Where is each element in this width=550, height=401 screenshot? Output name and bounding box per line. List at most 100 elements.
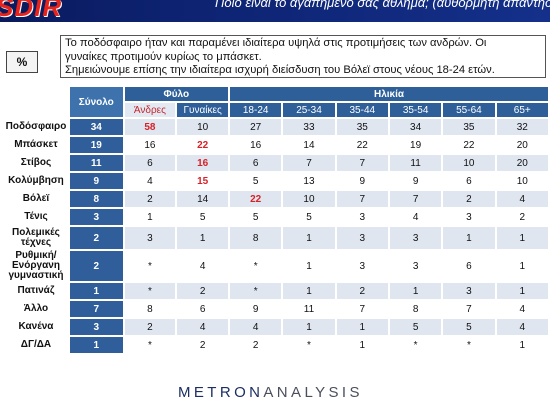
value-cell: * [124,251,176,281]
value-cell: 16 [124,137,176,153]
value-cell: 3 [443,283,495,299]
brand-main: METRON [178,384,264,401]
total-cell: 34 [69,119,123,135]
table-row: Άλλο 7 8 6 9 11 7 8 7 4 [4,301,548,317]
survey-question: Ποιο είναι το αγαπημένο σας άθλημα; (αυθ… [215,0,550,10]
header-age-group: 25-34 [283,103,335,117]
value-cell: 4 [230,319,282,335]
percent-badge: % [6,51,38,73]
value-cell: 3 [336,227,388,249]
value-cell: 1 [283,227,335,249]
value-cell: 16 [230,137,282,153]
total-cell: 3 [69,209,123,225]
value-cell: 7 [336,301,388,317]
value-cell: 1 [389,283,442,299]
value-cell: 2 [177,283,229,299]
logo: SDIR [0,0,63,22]
header-women: Γυναίκες [177,103,229,117]
value-cell: 2 [230,337,282,353]
row-label: Κανένα [4,319,68,335]
value-cell: 1 [496,283,548,299]
row-label: Μπάσκετ [4,137,68,153]
table-row: Στίβος 11 6 16 6 7 7 11 10 20 [4,155,548,171]
row-label: ΔΓ/ΔΑ [4,337,68,353]
row-label: Πατινάζ [4,283,68,299]
value-cell: 1 [443,227,495,249]
value-cell: 7 [389,191,442,207]
value-cell: 22 [336,137,388,153]
value-cell: 6 [443,173,495,189]
header-gender: Φύλο [124,87,229,101]
table-row: Τένις 3 1 5 5 5 3 4 3 2 [4,209,548,225]
value-cell: 1 [336,337,388,353]
value-cell: 7 [336,155,388,171]
value-cell: 4 [177,319,229,335]
value-cell: 20 [496,155,548,171]
total-cell: 2 [69,227,123,249]
value-cell: 1 [283,251,335,281]
value-cell: 10 [177,119,229,135]
value-cell: 4 [496,301,548,317]
value-cell: 3 [124,227,176,249]
value-cell: 15 [177,173,229,189]
value-cell: 1 [496,227,548,249]
header-age-group: 65+ [496,103,548,117]
value-cell: 6 [124,155,176,171]
value-cell: 20 [496,137,548,153]
value-cell: 32 [496,119,548,135]
value-cell: 4 [389,209,442,225]
value-cell: 3 [336,251,388,281]
row-label: Πολεμικές τέχνες [4,227,68,249]
commentary-line: γυναίκες προτιμούν κυρίως το μπάσκετ. [65,50,262,63]
results-table: Σύνολο Φύλο Ηλικία Άνδρες Γυναίκες 18-24… [2,85,550,355]
value-cell: 34 [389,119,442,135]
value-cell: 3 [443,209,495,225]
value-cell: 8 [389,301,442,317]
value-cell: 6 [443,251,495,281]
total-cell: 1 [69,337,123,353]
header-age: Ηλικία [230,87,548,101]
commentary-box: Το ποδόσφαιρο ήταν και παραμένει ιδιαίτε… [60,35,546,78]
header-age-group: 55-64 [443,103,495,117]
value-cell: 35 [443,119,495,135]
brand-sub: ANALYSIS [263,384,363,401]
total-cell: 8 [69,191,123,207]
value-cell: 5 [283,209,335,225]
value-cell: 10 [283,191,335,207]
value-cell: 22 [230,191,282,207]
value-cell: 7 [283,155,335,171]
table-row: Πολεμικές τέχνες 2 3 1 8 1 3 3 1 1 [4,227,548,249]
header-age-group: 35-54 [389,103,442,117]
value-cell: 3 [389,251,442,281]
value-cell: * [230,251,282,281]
value-cell: 9 [336,173,388,189]
value-cell: 7 [443,301,495,317]
value-cell: 1 [336,319,388,335]
value-cell: 58 [124,119,176,135]
value-cell: 27 [230,119,282,135]
header-age-group: 35-44 [336,103,388,117]
total-cell: 7 [69,301,123,317]
value-cell: 9 [230,301,282,317]
row-label: Άλλο [4,301,68,317]
header-age-group: 18-24 [230,103,282,117]
row-label: Ρυθμική/ Ενόργανη γυμναστική [4,251,68,281]
table-row: Βόλεϊ 8 2 14 22 10 7 7 2 4 [4,191,548,207]
value-cell: * [443,337,495,353]
commentary-line: Σημειώνουμε επίσης την ιδιαίτερα ισχυρή … [65,64,495,76]
value-cell: 5 [230,173,282,189]
value-cell: 2 [496,209,548,225]
header-total: Σύνολο [69,87,123,117]
value-cell: 2 [177,337,229,353]
value-cell: 1 [283,319,335,335]
value-cell: 2 [443,191,495,207]
value-cell: * [283,337,335,353]
table-row: Πατινάζ 1 * 2 * 1 2 1 3 1 [4,283,548,299]
value-cell: 4 [124,173,176,189]
table-row: Ρυθμική/ Ενόργανη γυμναστική 2 * 4 * 1 3 3 6 1 [4,251,548,281]
value-cell: 3 [336,209,388,225]
value-cell: 22 [443,137,495,153]
row-label: Ποδόσφαιρο [4,119,68,135]
top-banner: SDIR Ποιο είναι το αγαπημένο σας άθλημα;… [0,0,550,22]
value-cell: * [124,337,176,353]
